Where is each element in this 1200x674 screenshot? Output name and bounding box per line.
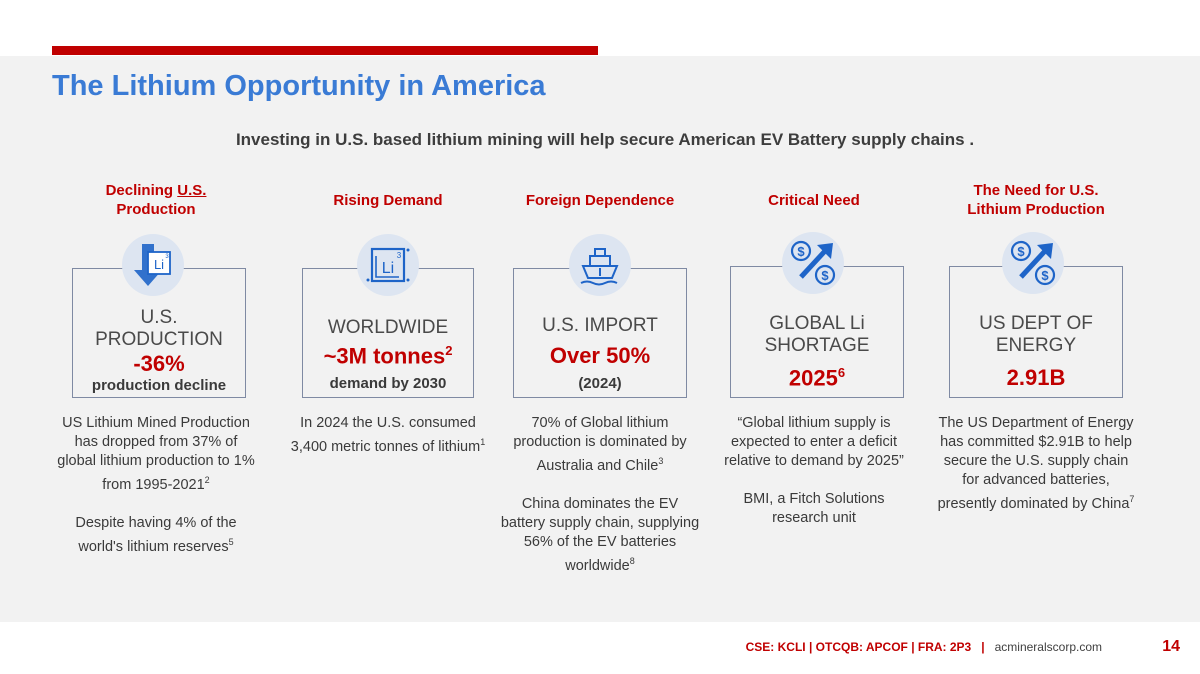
cargo-ship-icon [569, 234, 631, 296]
stat-box: WORLDWIDE ~3M tonnes2 demand by 2030 [302, 268, 474, 398]
svg-text:3: 3 [397, 251, 402, 260]
footer-separator: | [981, 640, 985, 654]
column-description: In 2024 the U.S. consumed 3,400 metric t… [290, 415, 486, 455]
svg-text:Li: Li [382, 260, 394, 277]
column-description: 70% of Global lithium production is domi… [500, 415, 700, 574]
svg-text:$: $ [821, 268, 829, 283]
page-subtitle: Investing in U.S. based lithium mining w… [235, 130, 975, 149]
column-description: The US Department of Energy has committe… [937, 415, 1135, 512]
column-description: “Global lithium supply is expected to en… [724, 415, 904, 526]
stat-value: ~3M tonnes2 [323, 343, 453, 369]
title-accent-bar [52, 46, 598, 55]
page-number: 14 [1162, 638, 1180, 655]
column-heading: The Need for U.S. Lithium Production [967, 182, 1105, 218]
footer-tickers: CSE: KCLI | OTCQB: APCOF | FRA: 2P3 [745, 640, 972, 654]
stat-value: -36% [133, 351, 185, 376]
footer-info: CSE: KCLI | OTCQB: APCOF | FRA: 2P3 | ac… [746, 640, 1102, 654]
footer-website: acmineralscorp.com [994, 640, 1102, 654]
column-heading: Declining U.S. Production [105, 182, 207, 218]
column-heading: Rising Demand [333, 191, 443, 209]
column-description: US Lithium Mined Production has dropped … [57, 415, 255, 555]
svg-text:$: $ [1017, 244, 1025, 259]
dollar-growth-arrow-icon: $ $ [782, 232, 844, 294]
stat-value: Over 50% [549, 343, 651, 368]
svg-text:3: 3 [165, 254, 169, 260]
lithium-element-icon: Li 3 [357, 234, 419, 296]
dollar-growth-arrow-icon: $ $ [1002, 232, 1064, 294]
column-heading: Foreign Dependence [525, 191, 675, 209]
svg-text:$: $ [1041, 268, 1049, 283]
column-heading: Critical Need [768, 191, 860, 209]
stat-value: 2.91B [1006, 365, 1066, 390]
svg-text:$: $ [797, 244, 805, 259]
stat-value: 20256 [788, 365, 846, 391]
lithium-down-arrow-icon: Li 3 [122, 234, 184, 296]
svg-text:Li: Li [154, 257, 164, 272]
page-title: The Lithium Opportunity in America [52, 70, 546, 102]
